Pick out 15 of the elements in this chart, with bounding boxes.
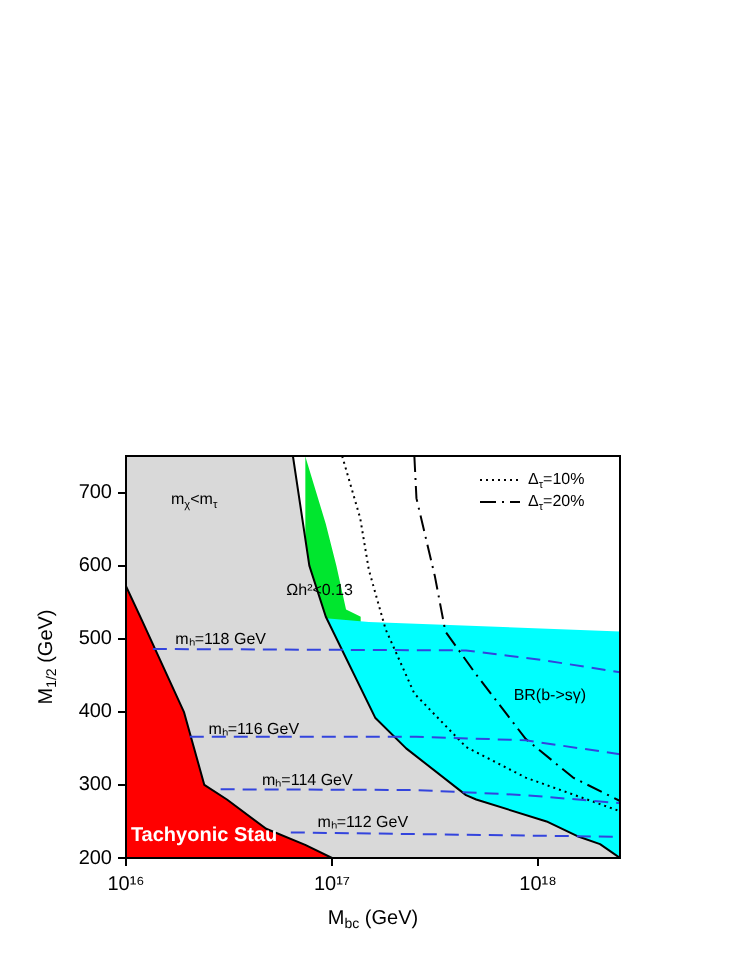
annotation: mₕ=112 GeV xyxy=(317,813,410,832)
y-tick-label: 400 xyxy=(78,701,113,724)
x-tick-label: 10¹⁷ xyxy=(313,873,351,896)
annotation: Tachyonic Stau xyxy=(130,825,278,848)
y-tick-label: 500 xyxy=(78,628,113,651)
y-tick-label: 600 xyxy=(78,555,113,578)
y-tick-label: 300 xyxy=(78,774,113,797)
y-tick-label: 200 xyxy=(78,847,113,870)
annotation: mₕ=114 GeV xyxy=(262,770,354,789)
annotation: mₕ=118 GeV xyxy=(175,629,268,648)
annotation: BR(b->sγ) xyxy=(513,686,587,705)
y-tick-label: 700 xyxy=(78,482,113,505)
x-tick-label: 10¹⁶ xyxy=(107,873,145,896)
annotation: mₕ=116 GeV xyxy=(208,719,301,738)
x-tick-label: 10¹⁸ xyxy=(519,873,557,896)
